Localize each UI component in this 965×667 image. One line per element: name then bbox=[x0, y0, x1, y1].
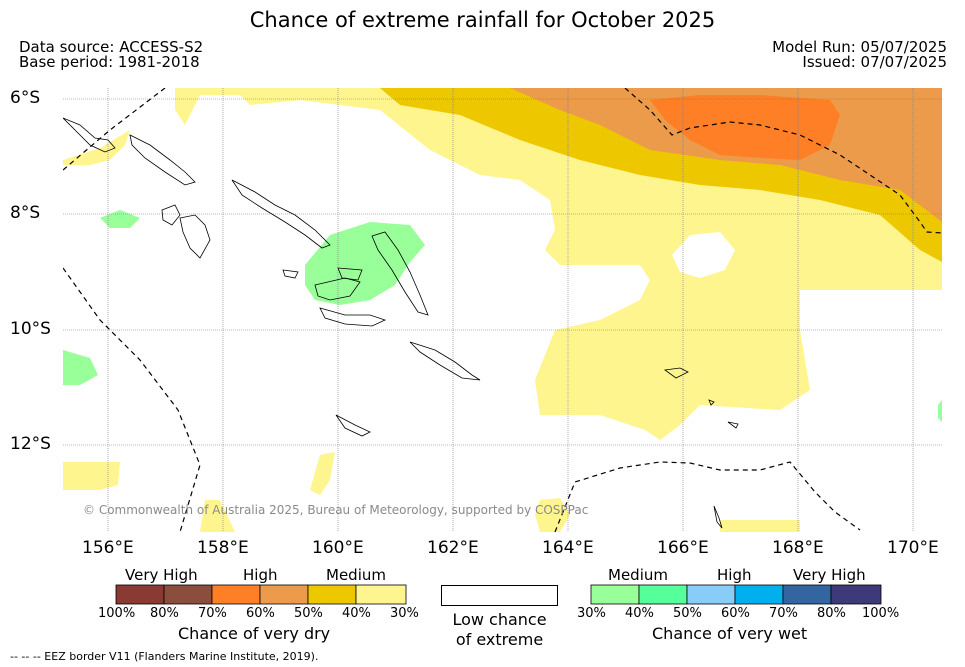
wet-swatch bbox=[590, 584, 640, 605]
dry-tick: 70% bbox=[198, 606, 227, 621]
lon-label: 160°E bbox=[312, 538, 364, 558]
lon-label: 162°E bbox=[427, 538, 479, 558]
lat-label: 6°S bbox=[10, 88, 41, 108]
eez-footnote: -- -- -- EEZ border V11 (Flanders Marine… bbox=[10, 650, 319, 663]
lon-label: 166°E bbox=[657, 538, 709, 558]
wet-tick: 100% bbox=[862, 606, 900, 621]
dry-swatch bbox=[211, 584, 261, 605]
wet-medium-region bbox=[63, 350, 98, 385]
wet-medium-region bbox=[938, 400, 942, 422]
dry-legend-title: Chance of very dry bbox=[178, 624, 331, 643]
low-chance-hole bbox=[672, 232, 735, 278]
eez-borders bbox=[63, 88, 942, 532]
dry-tick: 50% bbox=[294, 606, 323, 621]
dry-medium-region bbox=[200, 500, 235, 532]
dry-medium-region bbox=[63, 462, 120, 490]
wet-category-label: High bbox=[717, 566, 752, 584]
low-chance-label: Low chance bbox=[452, 610, 547, 629]
wet-tick: 30% bbox=[577, 606, 606, 621]
wet-tick: 60% bbox=[721, 606, 750, 621]
base-period: Base period: 1981-2018 bbox=[19, 53, 200, 71]
wet-category-label: Medium bbox=[608, 566, 668, 584]
dry-swatch bbox=[115, 584, 165, 605]
issued-date: Issued: 07/07/2025 bbox=[802, 53, 947, 71]
wet-legend-title: Chance of very wet bbox=[652, 624, 808, 643]
wet-swatch bbox=[686, 584, 736, 605]
dry-colorbar bbox=[115, 584, 407, 605]
dry-swatch bbox=[307, 584, 357, 605]
dry-tick: 100% bbox=[98, 606, 136, 621]
wet-tick: 40% bbox=[625, 606, 654, 621]
lon-label: 156°E bbox=[82, 538, 134, 558]
wet-swatch bbox=[782, 584, 832, 605]
dry-swatch bbox=[163, 584, 213, 605]
dry-swatch bbox=[259, 584, 309, 605]
dry-category-label: Medium bbox=[326, 566, 386, 584]
gridlines bbox=[63, 88, 942, 532]
wet-medium-region bbox=[100, 210, 140, 228]
dry-category-label: High bbox=[243, 566, 278, 584]
dry-medium-region bbox=[720, 520, 800, 532]
chart-title: Chance of extreme rainfall for October 2… bbox=[249, 8, 716, 32]
low-chance-label: of extreme bbox=[455, 630, 544, 649]
dry-tick: 80% bbox=[150, 606, 179, 621]
wet-tick: 50% bbox=[673, 606, 702, 621]
coastlines bbox=[63, 117, 739, 529]
lat-label: 12°S bbox=[10, 434, 51, 454]
dry-medium-region bbox=[310, 452, 335, 495]
dry-tick: 30% bbox=[390, 606, 419, 621]
dry-swatch bbox=[355, 584, 407, 605]
dry-tick: 40% bbox=[342, 606, 371, 621]
lon-label: 170°E bbox=[887, 538, 939, 558]
wet-medium-region bbox=[305, 222, 425, 305]
wet-swatch bbox=[830, 584, 882, 605]
lon-label: 158°E bbox=[197, 538, 249, 558]
dry-medium-region bbox=[535, 498, 570, 532]
wet-tick: 80% bbox=[817, 606, 846, 621]
data-source: Data source: ACCESS-S2 bbox=[19, 38, 204, 56]
lon-label: 164°E bbox=[542, 538, 594, 558]
wet-colorbar bbox=[590, 584, 882, 605]
dry-tick: 60% bbox=[246, 606, 275, 621]
dry-70-region bbox=[650, 95, 840, 160]
wet-tick: 70% bbox=[769, 606, 798, 621]
low-chance-swatch bbox=[441, 585, 558, 606]
lat-label: 8°S bbox=[10, 203, 41, 223]
wet-swatch bbox=[638, 584, 688, 605]
model-run: Model Run: 05/07/2025 bbox=[772, 38, 947, 56]
dry-category-label: Very High bbox=[125, 566, 198, 584]
copyright-notice: © Commonwealth of Australia 2025, Bureau… bbox=[83, 503, 589, 517]
lon-label: 168°E bbox=[772, 538, 824, 558]
lat-label: 10°S bbox=[10, 319, 51, 339]
wet-swatch bbox=[734, 584, 784, 605]
wet-category-label: Very High bbox=[793, 566, 866, 584]
